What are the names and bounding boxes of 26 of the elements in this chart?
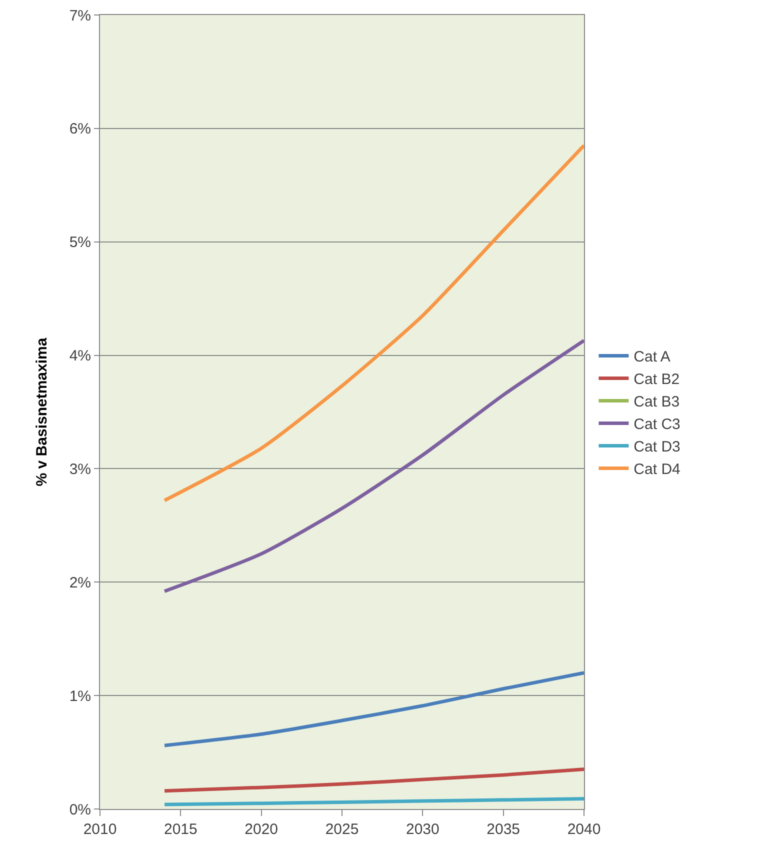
legend-label: Cat A [634, 348, 670, 366]
legend-label: Cat B3 [634, 394, 680, 411]
line-series [162, 338, 584, 593]
x-tick-label: 2035 [486, 821, 520, 838]
x-tick-label: 2020 [244, 821, 278, 838]
y-tick-label: 7% [69, 7, 91, 24]
x-tick-label: 2030 [406, 821, 440, 838]
line-series [162, 144, 584, 502]
x-tick-label: 2025 [325, 821, 359, 838]
y-tick-label: 1% [69, 688, 91, 705]
y-axis-title: % v Basisnetmaxima [34, 337, 51, 486]
y-tick-label: 4% [69, 348, 91, 365]
x-tick-label: 2040 [567, 821, 601, 838]
legend-label: Cat B2 [634, 371, 680, 388]
y-tick-label: 0% [69, 801, 91, 818]
x-tick-label: 2015 [164, 821, 198, 838]
y-tick-label: 2% [69, 574, 91, 592]
line-series [162, 671, 584, 748]
y-tick-label: 3% [69, 460, 91, 478]
legend-label: Cat C3 [634, 416, 680, 434]
line-series [162, 768, 584, 793]
legend-label: Cat D4 [634, 461, 680, 478]
y-tick-label: 6% [69, 120, 91, 138]
x-tick-label: 2010 [83, 821, 117, 838]
y-tick-label: 5% [69, 234, 91, 252]
legend-label: Cat D3 [634, 438, 680, 456]
